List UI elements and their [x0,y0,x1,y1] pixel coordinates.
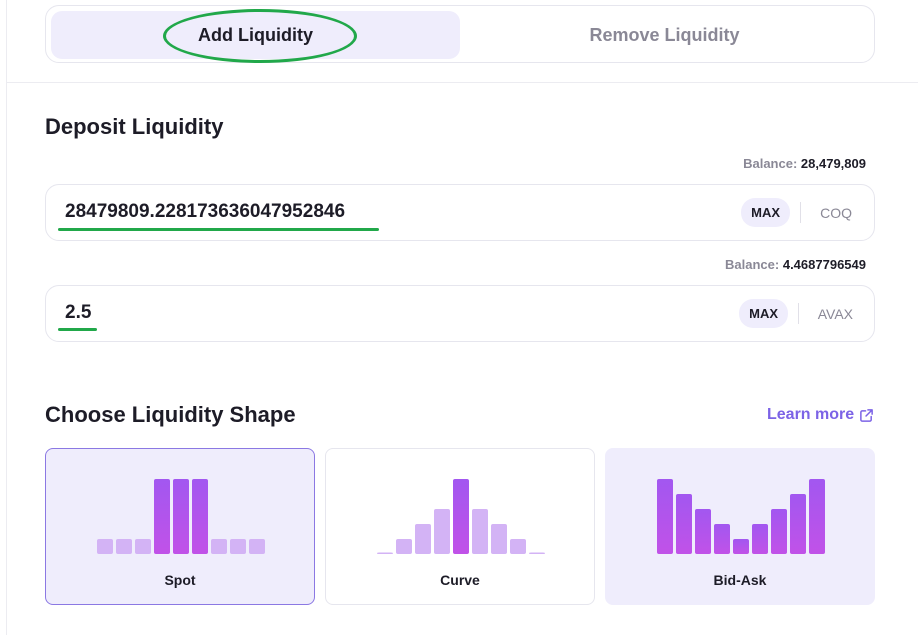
external-link-icon [860,408,874,422]
shape-bar [396,539,412,554]
token-b-input-box: MAX AVAX [45,285,875,342]
annotation-underline-amount-b [58,328,97,331]
balance-token-a: Balance: 28,479,809 [743,156,866,171]
shape-bar [434,509,450,554]
deposit-title: Deposit Liquidity [45,114,224,139]
shape-bar [453,479,469,554]
learn-more-link[interactable]: Learn more [767,406,874,424]
liquidity-tabs: Add Liquidity Remove Liquidity [45,5,875,63]
shape-bar [676,494,692,554]
shape-option-spot[interactable]: Spot [45,448,315,605]
shape-bar [809,479,825,554]
tab-remove-liquidity[interactable]: Remove Liquidity [589,24,740,45]
shape-bar [211,539,227,554]
balance-label: Balance: [725,257,780,272]
annotation-underline-amount-a [58,228,379,231]
shape-bar [752,524,768,554]
token-b-max-button[interactable]: MAX [739,299,788,328]
shape-bar [714,524,730,554]
token-b-amount-input[interactable] [65,302,705,324]
shape-option-label: Bid-Ask [713,572,767,588]
shape-bar [192,479,208,554]
shape-bar [472,509,488,554]
shape-bar [116,539,132,554]
shape-bar [529,552,545,554]
shape-bar [771,509,787,554]
balance-value: 28,479,809 [800,156,866,171]
shape-bar [97,539,113,554]
shape-bar [491,524,507,554]
balance-token-b: Balance: 4.4687796549 [725,257,866,272]
divider [7,82,918,83]
shape-option-bid-ask[interactable]: Bid-Ask [605,448,875,605]
curve-shape-icon [377,479,545,554]
token-a-max-button[interactable]: MAX [741,198,790,227]
shape-bar [695,509,711,554]
panel-frame [6,0,918,635]
shape-bar [135,539,151,554]
bid-ask-shape-icon [657,479,825,554]
shape-bar [154,479,170,554]
shape-bar [510,539,526,554]
shape-bar [173,479,189,554]
shape-title: Choose Liquidity Shape [45,402,296,427]
balance-value: 4.4687796549 [782,257,866,272]
tab-add-liquidity[interactable]: Add Liquidity [51,11,460,59]
shape-bar [377,552,393,554]
shape-bar [249,539,265,554]
learn-more-label: Learn more [767,406,855,423]
separator [798,303,799,324]
shape-option-curve[interactable]: Curve [325,448,595,605]
shape-bar [657,479,673,554]
shape-bar [733,539,749,554]
shape-bar [415,524,431,554]
shape-bar [790,494,806,554]
spot-shape-icon [97,479,265,554]
shape-bar [230,539,246,554]
shape-option-label: Curve [440,572,480,588]
shape-option-label: Spot [164,572,196,588]
token-a-symbol: COQ [820,205,852,221]
separator [800,202,801,223]
token-a-input-box: MAX COQ [45,184,875,241]
balance-label: Balance: [743,156,798,171]
token-b-symbol: AVAX [817,306,853,322]
token-a-amount-input[interactable] [65,201,705,223]
